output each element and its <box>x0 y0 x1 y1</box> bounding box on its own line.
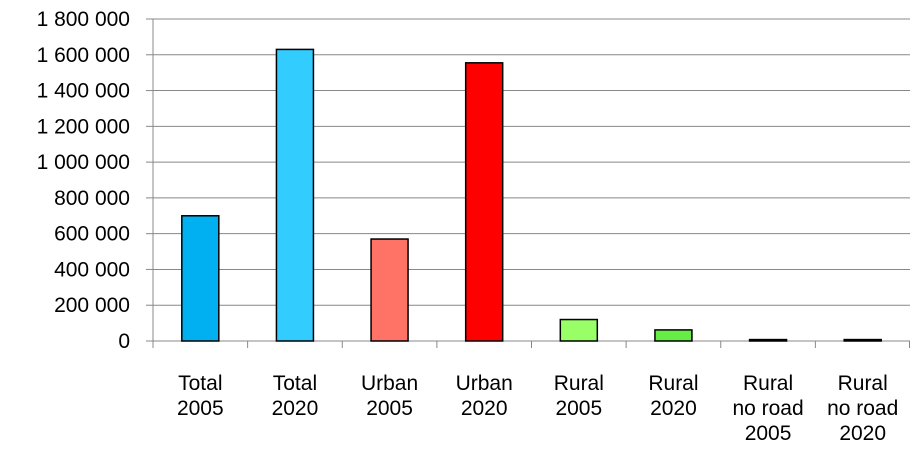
x-category-label-line: Total <box>273 372 317 395</box>
bar-7 <box>748 338 788 342</box>
y-tick-label: 1 000 000 <box>37 151 130 174</box>
bar-5 <box>559 318 599 342</box>
y-tick-label: 600 000 <box>54 223 130 246</box>
y-tick-label: 1 200 000 <box>37 115 130 138</box>
y-tick-label: 400 000 <box>54 258 130 281</box>
bar-4 <box>464 62 504 342</box>
x-category-label-line: 2005 <box>555 397 602 420</box>
x-category-label-line: 2020 <box>272 397 319 420</box>
x-category-label-line: 2020 <box>461 397 508 420</box>
x-category-label-line: Rural <box>648 372 698 395</box>
y-tick-label: 800 000 <box>54 187 130 210</box>
x-category-label: Rural no road 2005 <box>732 372 803 445</box>
bar-6 <box>654 329 693 342</box>
x-category-label-line: Total <box>178 372 222 395</box>
x-category-label-line: 2020 <box>839 422 886 445</box>
y-tick-label: 200 000 <box>54 294 130 317</box>
x-category-label-line: Urban <box>361 372 418 395</box>
x-category-label: Total 2005 <box>177 372 224 420</box>
bar-3 <box>370 238 409 342</box>
x-category-label: Rural 2020 <box>648 372 698 420</box>
x-category-label: Rural 2005 <box>554 372 604 420</box>
y-tick-label: 1 600 000 <box>37 44 130 67</box>
x-category-label-line: 2005 <box>366 397 413 420</box>
y-tick-label: 0 <box>118 330 130 353</box>
x-category-label: Urban 2020 <box>456 372 513 420</box>
x-category-label-line: Rural <box>838 372 888 395</box>
y-tick-label: 1 400 000 <box>37 80 130 103</box>
x-category-label-line: Rural <box>743 372 793 395</box>
bar-2 <box>275 48 315 342</box>
bar-1 <box>181 215 220 342</box>
x-category-label-line: 2005 <box>745 422 792 445</box>
x-category-label-line: 2005 <box>177 397 224 420</box>
y-tick-label: 1 800 000 <box>37 8 130 31</box>
x-category-label-line: no road <box>732 397 803 420</box>
x-category-label: Urban 2005 <box>361 372 418 420</box>
x-category-label-line: no road <box>827 397 898 420</box>
bar-8 <box>843 338 882 342</box>
x-category-label: Total 2020 <box>272 372 319 420</box>
x-category-label-line: Urban <box>456 372 513 395</box>
x-category-label-line: Rural <box>554 372 604 395</box>
x-category-label-line: 2020 <box>650 397 697 420</box>
x-category-label: Rural no road 2020 <box>827 372 898 445</box>
